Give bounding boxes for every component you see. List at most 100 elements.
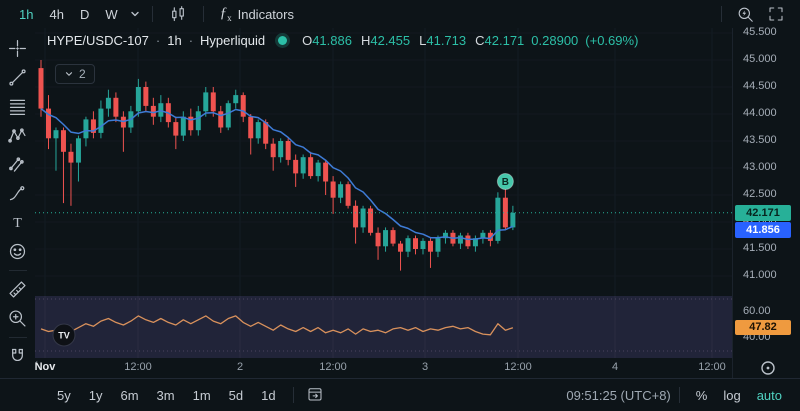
crosshair-icon — [9, 40, 26, 57]
emoji-tool-button[interactable] — [5, 239, 31, 264]
time-tick-label: 12:00 — [504, 361, 532, 373]
price-tick-label: 41.000 — [743, 269, 777, 281]
range-button-5d[interactable]: 5d — [220, 385, 252, 406]
text-tool-button[interactable]: T — [5, 210, 31, 235]
price-change: 0.28900 — [531, 33, 579, 48]
footer-divider — [292, 387, 294, 403]
candle-style-icon — [171, 6, 184, 22]
price-tick-label: 43.000 — [743, 161, 777, 173]
range-button-6m[interactable]: 6m — [111, 385, 147, 406]
range-selector: 5y 1y 6m 3m 1m 5d 1d — [48, 383, 328, 408]
svg-text:B: B — [502, 177, 509, 188]
time-tick-label: 3 — [421, 361, 429, 373]
axis-settings: 09:51:25 (UTC+8) % log auto — [566, 385, 790, 406]
chart-legend[interactable]: HYPE/USDC-107 · 1h · Hyperliquid O41.886… — [47, 33, 638, 48]
price-tick-label: 42.500 — [743, 188, 777, 200]
magnet-tool-button[interactable] — [5, 344, 31, 369]
toolbar-left-group: 1h 4h D W ƒx Indicators — [12, 2, 301, 26]
zoom-in-tool-button[interactable] — [5, 306, 31, 331]
fullscreen-button[interactable] — [762, 2, 790, 26]
main-chart-canvas[interactable]: B — [35, 28, 732, 296]
legend-separator: · — [155, 33, 161, 48]
symbol-name: HYPE/USDC-107 — [47, 33, 149, 48]
ohlc-close: C42.171 — [475, 33, 525, 48]
interval-button-w[interactable]: W — [98, 4, 124, 25]
legend-interval: 1h — [167, 33, 182, 48]
legend-separator: · — [188, 33, 194, 48]
fullscreen-icon — [769, 7, 783, 21]
market-status-dot — [278, 36, 288, 45]
trend-line-tool-button[interactable] — [5, 65, 31, 90]
svg-text:TV: TV — [58, 331, 70, 341]
toolbar-section-divider — [8, 270, 27, 271]
range-button-3m[interactable]: 3m — [148, 385, 184, 406]
price-axis-divider — [732, 28, 733, 378]
indicators-button[interactable]: ƒx Indicators — [213, 2, 301, 26]
price-tick-label: 41.500 — [743, 242, 777, 254]
timezone-button[interactable] — [760, 360, 776, 379]
ma-price-label: 41.856 — [735, 221, 791, 238]
drawing-toolbar: T — [0, 28, 35, 411]
go-to-date-button[interactable] — [302, 383, 328, 408]
log-scale-button[interactable]: log — [715, 385, 748, 406]
legend-exchange: Hyperliquid — [200, 33, 266, 48]
time-axis[interactable]: ‹ Nov 12:00 2 12:00 3 12:00 4 12:00 — [35, 357, 732, 378]
price-tick-label: 45.500 — [743, 26, 777, 38]
price-axis[interactable]: 42.171 41.856 60.00 40.00 47.82 45.500 45… — [733, 26, 800, 360]
brush-icon — [9, 186, 25, 201]
interval-button-4h[interactable]: 4h — [42, 4, 70, 25]
go-to-date-icon — [308, 387, 322, 401]
top-toolbar: 1h 4h D W ƒx Indicators — [0, 0, 800, 28]
legend-collapse-button[interactable]: 2 — [55, 64, 95, 84]
xabcd-pattern-tool-button[interactable] — [5, 123, 31, 148]
text-tool-icon: T — [13, 216, 22, 231]
hidden-indicator-count: 2 — [79, 67, 86, 81]
svg-text:T: T — [13, 216, 22, 231]
quick-search-button[interactable] — [731, 2, 760, 27]
rsi-upper-tick: 60.00 — [743, 305, 771, 317]
chevron-down-icon — [65, 72, 73, 76]
quick-search-icon — [738, 7, 753, 22]
time-tick-label: 12:00 — [698, 361, 726, 373]
emoji-icon — [9, 243, 26, 260]
interval-button-1h[interactable]: 1h — [12, 4, 40, 25]
projection-icon — [9, 157, 24, 172]
crosshair-tool-button[interactable] — [5, 36, 31, 61]
current-time: 09:51:25 (UTC+8) — [566, 387, 671, 403]
auto-scale-button[interactable]: auto — [749, 385, 790, 406]
ohlc-high: H42.455 — [360, 33, 411, 48]
range-button-1y[interactable]: 1y — [80, 385, 112, 406]
chevron-down-icon — [130, 11, 139, 17]
ruler-tool-button[interactable] — [5, 277, 31, 302]
rsi-pane-canvas[interactable]: TV — [35, 296, 732, 358]
tradingview-logo[interactable]: TV — [52, 323, 76, 347]
time-tick-label: 4 — [611, 361, 619, 373]
interval-button-d[interactable]: D — [73, 4, 96, 25]
projection-tool-button[interactable] — [5, 152, 31, 177]
scroll-left-icon: ‹ — [35, 357, 38, 367]
time-tick-label: 2 — [236, 361, 244, 373]
ohlc-low: L41.713 — [419, 33, 467, 48]
toolbar-section-divider — [8, 337, 27, 338]
price-tick-label: 44.500 — [743, 80, 777, 92]
interval-menu-button[interactable] — [127, 5, 143, 23]
fib-retracement-icon — [9, 99, 26, 115]
range-button-1m[interactable]: 1m — [184, 385, 220, 406]
candle-style-button[interactable] — [162, 2, 194, 26]
percent-scale-button[interactable]: % — [688, 385, 716, 406]
brush-tool-button[interactable] — [5, 181, 31, 206]
buy-marker[interactable]: B — [496, 173, 514, 190]
trend-line-icon — [9, 69, 26, 86]
time-tick-label: 12:00 — [124, 361, 152, 373]
ruler-icon — [9, 281, 26, 298]
toolbar-divider — [202, 6, 204, 22]
fib-retracement-tool-button[interactable] — [5, 94, 31, 119]
range-button-5y[interactable]: 5y — [48, 385, 80, 406]
range-button-1d[interactable]: 1d — [252, 385, 284, 406]
toolbar-right-group — [714, 2, 790, 27]
ohlc-open: O41.886 — [302, 33, 352, 48]
rsi-value-label: 47.82 — [735, 320, 791, 336]
toolbar-divider — [721, 6, 722, 22]
price-change-percent: (+0.69%) — [585, 33, 639, 48]
footer-divider — [678, 387, 680, 403]
